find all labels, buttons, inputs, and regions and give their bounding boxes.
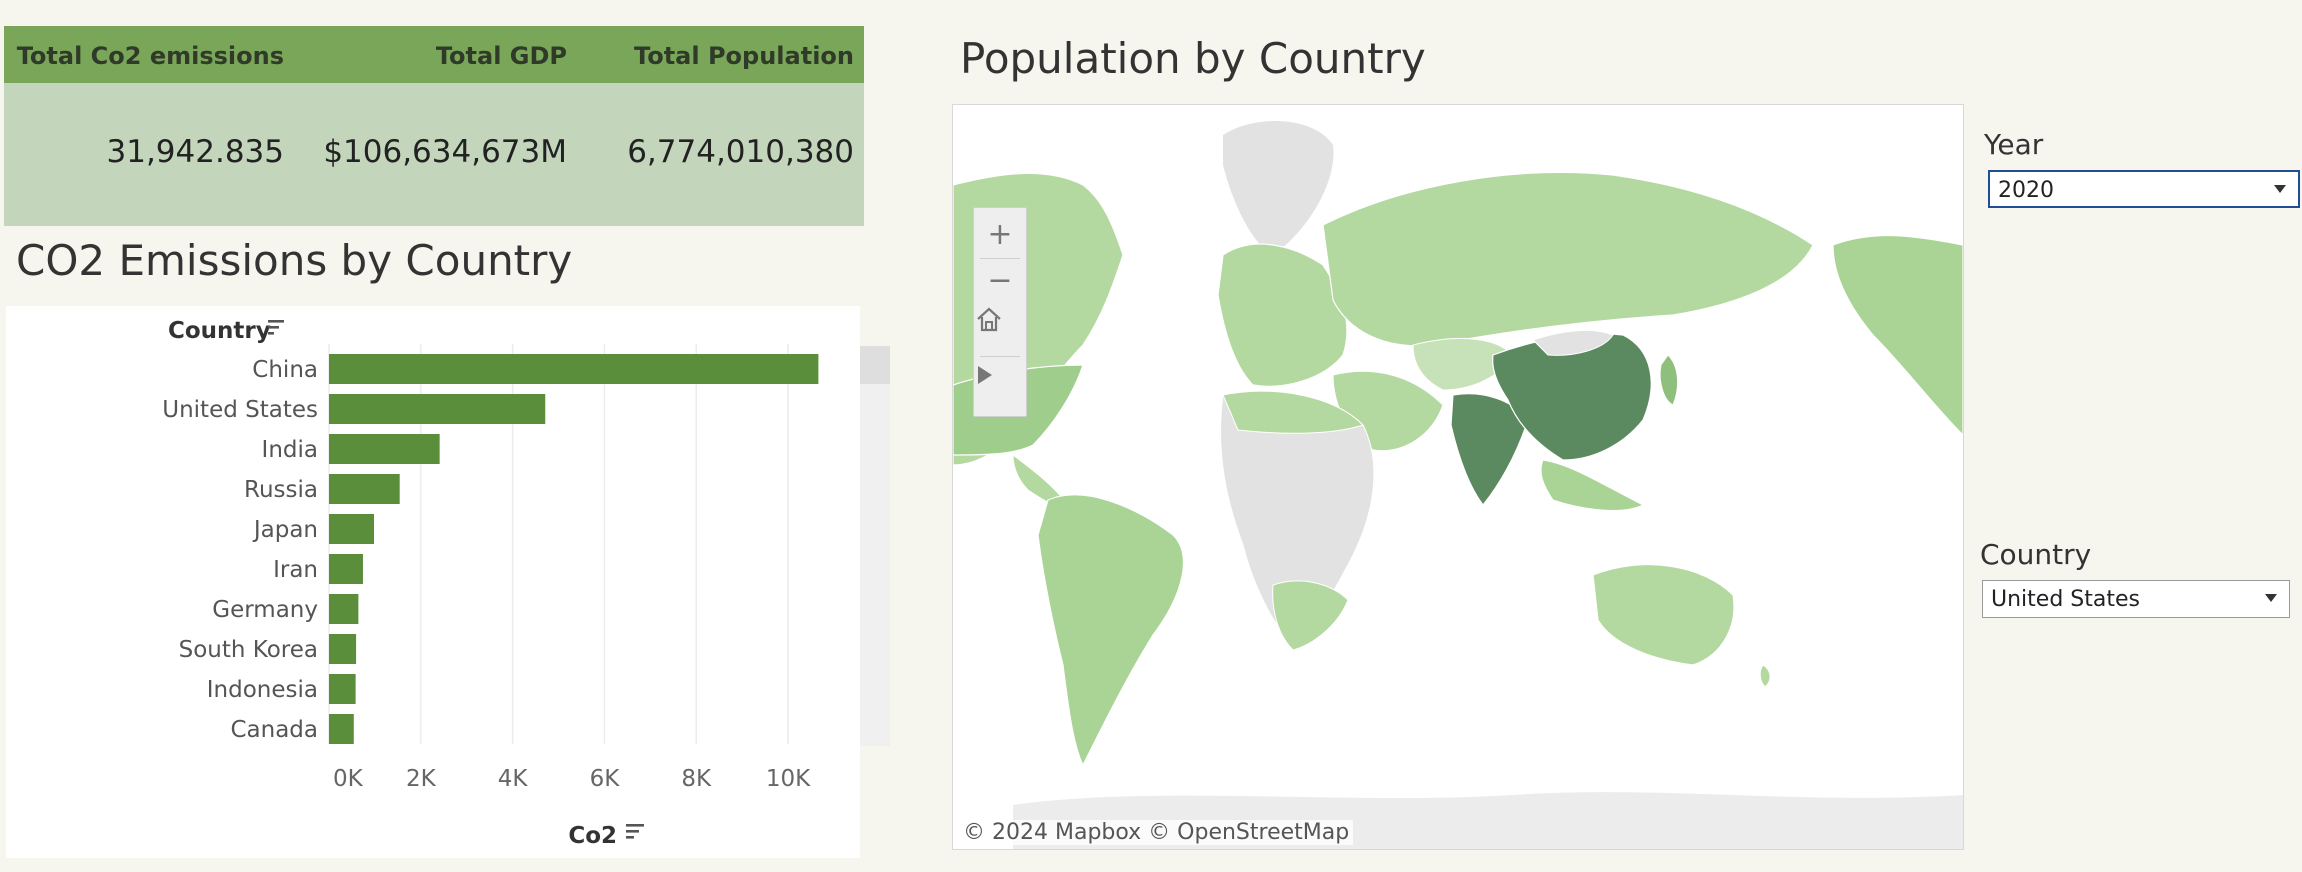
year-select-value: 2020 — [1998, 178, 2054, 203]
bar-category-label: Japan — [252, 517, 318, 543]
world-map — [953, 121, 1963, 849]
map-region-south-america[interactable] — [1037, 494, 1184, 767]
map-region-greenland — [1223, 121, 1334, 255]
map-title: Population by Country — [960, 34, 1426, 83]
zoom-in-icon[interactable]: + — [987, 216, 1013, 252]
x-tick-label: 10K — [766, 766, 811, 792]
map-region-australia[interactable] — [1592, 564, 1735, 666]
year-filter-label: Year — [1984, 128, 2044, 161]
chevron-down-icon — [2265, 594, 2277, 602]
bar-chart-scroll-thumb[interactable] — [860, 346, 890, 384]
bar-category-label: Iran — [273, 557, 318, 583]
kpi-header-population: Total Population — [634, 42, 854, 70]
bar-south-korea[interactable] — [329, 634, 357, 664]
play-glyph — [978, 366, 992, 384]
map-toolbar: + − — [973, 207, 1027, 417]
sort-icon[interactable] — [626, 836, 634, 839]
map-region-mongolia — [1532, 329, 1614, 356]
x-tick-label: 2K — [406, 766, 437, 792]
map-region-new-zealand[interactable] — [1759, 664, 1771, 688]
map-attribution[interactable]: © 2024 Mapbox © OpenStreetMap — [959, 820, 1354, 845]
sort-icon[interactable] — [268, 332, 274, 335]
bar-category-label: Russia — [244, 477, 318, 503]
country-select[interactable]: United States — [1982, 580, 2290, 618]
country-select-value: United States — [1991, 587, 2140, 612]
kpi-table: Total Co2 emissions Total GDP Total Popu… — [4, 26, 864, 226]
bar-chart-scrollbar[interactable] — [860, 346, 890, 746]
map-region-north-africa[interactable] — [1222, 390, 1364, 434]
chevron-down-icon — [2274, 185, 2286, 193]
bar-chart-title: CO2 Emissions by Country — [16, 236, 573, 285]
sort-icon[interactable] — [626, 830, 639, 833]
play-icon[interactable] — [974, 364, 1026, 408]
kpi-value-gdp: $106,634,673M — [323, 134, 567, 170]
map-region-southeast-asia[interactable] — [1540, 459, 1645, 511]
map-region-japan[interactable] — [1659, 354, 1679, 406]
map-region-europe[interactable] — [1217, 243, 1348, 387]
bar-category-label: Indonesia — [207, 677, 318, 703]
bar-united-states[interactable] — [329, 394, 546, 424]
bar-category-label: South Korea — [179, 637, 318, 663]
bar-category-label: China — [252, 357, 318, 383]
map-region-india[interactable] — [1450, 393, 1529, 506]
x-tick-label: 8K — [681, 766, 712, 792]
bar-chart: Country China United States India Russia Japa… — [162, 318, 819, 849]
population-map[interactable]: + − © 2024 Mapbox © OpenStreetMap — [952, 104, 1964, 850]
x-tick-label: 0K — [333, 766, 364, 792]
bar-indonesia[interactable] — [329, 674, 356, 704]
bar-category-label: Germany — [212, 597, 318, 623]
x-tick-label: 6K — [590, 766, 621, 792]
bar-category-label: Canada — [230, 717, 318, 743]
map-region-south-africa[interactable] — [1272, 580, 1349, 651]
home-icon[interactable] — [974, 304, 1026, 348]
kpi-value-co2: 31,942.835 — [106, 134, 285, 170]
bar-canada[interactable] — [329, 714, 354, 744]
kpi-header-gdp: Total GDP — [435, 42, 567, 70]
bar-russia[interactable] — [329, 474, 400, 504]
x-axis-label: Co2 — [568, 823, 617, 849]
kpi-value-population: 6,774,010,380 — [627, 134, 854, 170]
year-select[interactable]: 2020 — [1988, 170, 2300, 208]
map-toolbar-divider — [980, 258, 1020, 259]
bar-china[interactable] — [329, 354, 819, 384]
kpi-value-row — [4, 83, 864, 226]
bar-chart-panel: Country China United States India Russia Japa… — [6, 306, 860, 858]
kpi-header-co2: Total Co2 emissions — [16, 42, 284, 70]
zoom-out-icon[interactable]: − — [987, 262, 1013, 298]
bar-japan[interactable] — [329, 514, 374, 544]
bar-india[interactable] — [329, 434, 440, 464]
map-region-russia[interactable] — [1322, 171, 1814, 347]
kpi-header-row — [4, 26, 864, 83]
bar-category-label: India — [262, 437, 318, 463]
home-glyph — [977, 307, 1001, 332]
bar-category-label: United States — [162, 397, 318, 423]
map-region-alaska[interactable] — [1832, 234, 1963, 436]
map-toolbar-divider — [980, 356, 1020, 357]
x-tick-label: 4K — [498, 766, 529, 792]
sort-icon[interactable] — [268, 320, 284, 323]
country-filter-label: Country — [1980, 538, 2092, 571]
bar-iran[interactable] — [329, 554, 363, 584]
bar-germany[interactable] — [329, 594, 359, 624]
country-axis-header: Country — [168, 318, 271, 344]
sort-icon[interactable] — [268, 326, 279, 329]
sort-icon[interactable] — [626, 824, 644, 827]
